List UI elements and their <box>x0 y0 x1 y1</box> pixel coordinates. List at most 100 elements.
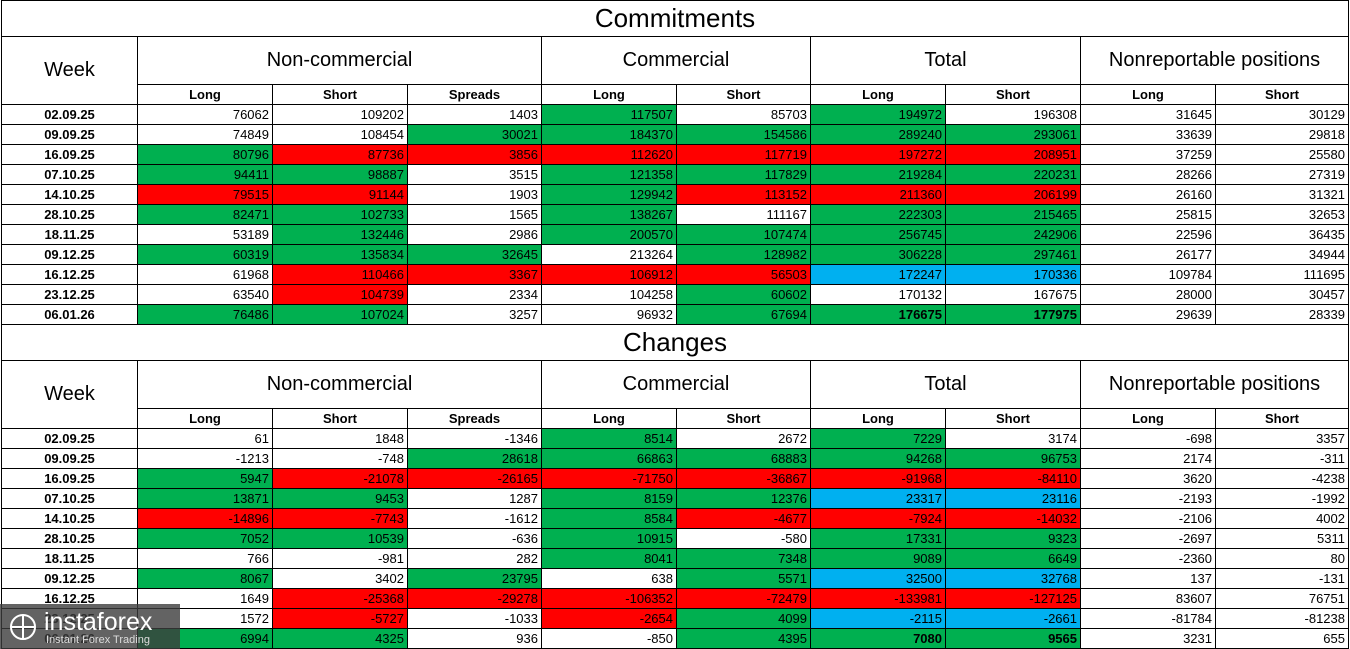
value-cell: 117507 <box>541 104 677 125</box>
group-header: Total <box>810 360 1081 409</box>
value-cell: 25580 <box>1215 144 1349 165</box>
week-label: 06.01.26 <box>1 304 138 325</box>
value-cell: 215465 <box>945 204 1081 225</box>
sub-header: Spreads <box>407 408 542 429</box>
value-cell: 206199 <box>945 184 1081 205</box>
value-cell: 61 <box>137 428 273 449</box>
week-label: 28.10.25 <box>1 204 138 225</box>
value-cell: 76751 <box>1215 588 1349 609</box>
value-cell: 5571 <box>676 568 811 589</box>
value-cell: 68883 <box>676 448 811 469</box>
sub-header: Long <box>137 84 273 105</box>
value-cell: 4099 <box>676 608 811 629</box>
sub-header: Short <box>1215 408 1349 429</box>
value-cell: 113152 <box>676 184 811 205</box>
week-header: Week <box>1 36 138 105</box>
value-cell: -131 <box>1215 568 1349 589</box>
value-cell: 1848 <box>272 428 408 449</box>
value-cell: -4677 <box>676 508 811 529</box>
value-cell: -21078 <box>272 468 408 489</box>
watermark: instaforex Instant Forex Trading <box>0 604 180 649</box>
value-cell: -81784 <box>1080 608 1216 629</box>
value-cell: 96753 <box>945 448 1081 469</box>
value-cell: 172247 <box>810 264 946 285</box>
value-cell: 80 <box>1215 548 1349 569</box>
value-cell: 37259 <box>1080 144 1216 165</box>
week-label: 18.11.25 <box>1 224 138 245</box>
value-cell: 170132 <box>810 284 946 305</box>
value-cell: -127125 <box>945 588 1081 609</box>
table-title: Changes <box>1 324 1349 361</box>
value-cell: 2174 <box>1080 448 1216 469</box>
value-cell: 53189 <box>137 224 273 245</box>
week-header: Week <box>1 360 138 429</box>
value-cell: 66863 <box>541 448 677 469</box>
value-cell: -36867 <box>676 468 811 489</box>
value-cell: 27319 <box>1215 164 1349 185</box>
value-cell: 60319 <box>137 244 273 265</box>
value-cell: 80796 <box>137 144 273 165</box>
table-title: Commitments <box>1 0 1349 37</box>
value-cell: 104258 <box>541 284 677 305</box>
value-cell: 98887 <box>272 164 408 185</box>
value-cell: -1346 <box>407 428 542 449</box>
group-header: Nonreportable positions <box>1080 360 1349 409</box>
value-cell: 9565 <box>945 628 1081 649</box>
value-cell: 8067 <box>137 568 273 589</box>
value-cell: 197272 <box>810 144 946 165</box>
sub-header: Short <box>272 84 408 105</box>
value-cell: 56503 <box>676 264 811 285</box>
value-cell: 4395 <box>676 628 811 649</box>
value-cell: -14896 <box>137 508 273 529</box>
value-cell: 297461 <box>945 244 1081 265</box>
value-cell: 26177 <box>1080 244 1216 265</box>
sub-header: Short <box>945 408 1081 429</box>
value-cell: 1903 <box>407 184 542 205</box>
value-cell: 30021 <box>407 124 542 145</box>
sub-header: Long <box>810 84 946 105</box>
week-label: 07.10.25 <box>1 164 138 185</box>
value-cell: 1287 <box>407 488 542 509</box>
value-cell: 31645 <box>1080 104 1216 125</box>
value-cell: 29639 <box>1080 304 1216 325</box>
group-header: Commercial <box>541 36 811 85</box>
value-cell: 7229 <box>810 428 946 449</box>
value-cell: 74849 <box>137 124 273 145</box>
group-header: Total <box>810 36 1081 85</box>
value-cell: 107024 <box>272 304 408 325</box>
value-cell: 121358 <box>541 164 677 185</box>
value-cell: 117829 <box>676 164 811 185</box>
sub-header: Short <box>676 84 811 105</box>
value-cell: 137 <box>1080 568 1216 589</box>
sub-header: Long <box>137 408 273 429</box>
value-cell: 106912 <box>541 264 677 285</box>
value-cell: 85703 <box>676 104 811 125</box>
sub-header: Short <box>676 408 811 429</box>
value-cell: -2360 <box>1080 548 1216 569</box>
value-cell: 7080 <box>810 628 946 649</box>
value-cell: 67694 <box>676 304 811 325</box>
value-cell: -26165 <box>407 468 542 489</box>
value-cell: 61968 <box>137 264 273 285</box>
value-cell: 766 <box>137 548 273 569</box>
value-cell: 94268 <box>810 448 946 469</box>
value-cell: 110466 <box>272 264 408 285</box>
value-cell: 3257 <box>407 304 542 325</box>
value-cell: 213264 <box>541 244 677 265</box>
value-cell: 76062 <box>137 104 273 125</box>
value-cell: 7052 <box>137 528 273 549</box>
value-cell: 194972 <box>810 104 946 125</box>
value-cell: 154586 <box>676 124 811 145</box>
value-cell: -698 <box>1080 428 1216 449</box>
value-cell: -2661 <box>945 608 1081 629</box>
value-cell: 87736 <box>272 144 408 165</box>
value-cell: 111695 <box>1215 264 1349 285</box>
value-cell: 3231 <box>1080 628 1216 649</box>
value-cell: -84110 <box>945 468 1081 489</box>
value-cell: 9323 <box>945 528 1081 549</box>
value-cell: 3402 <box>272 568 408 589</box>
value-cell: -636 <box>407 528 542 549</box>
value-cell: 293061 <box>945 124 1081 145</box>
value-cell: 28266 <box>1080 164 1216 185</box>
value-cell: -4238 <box>1215 468 1349 489</box>
